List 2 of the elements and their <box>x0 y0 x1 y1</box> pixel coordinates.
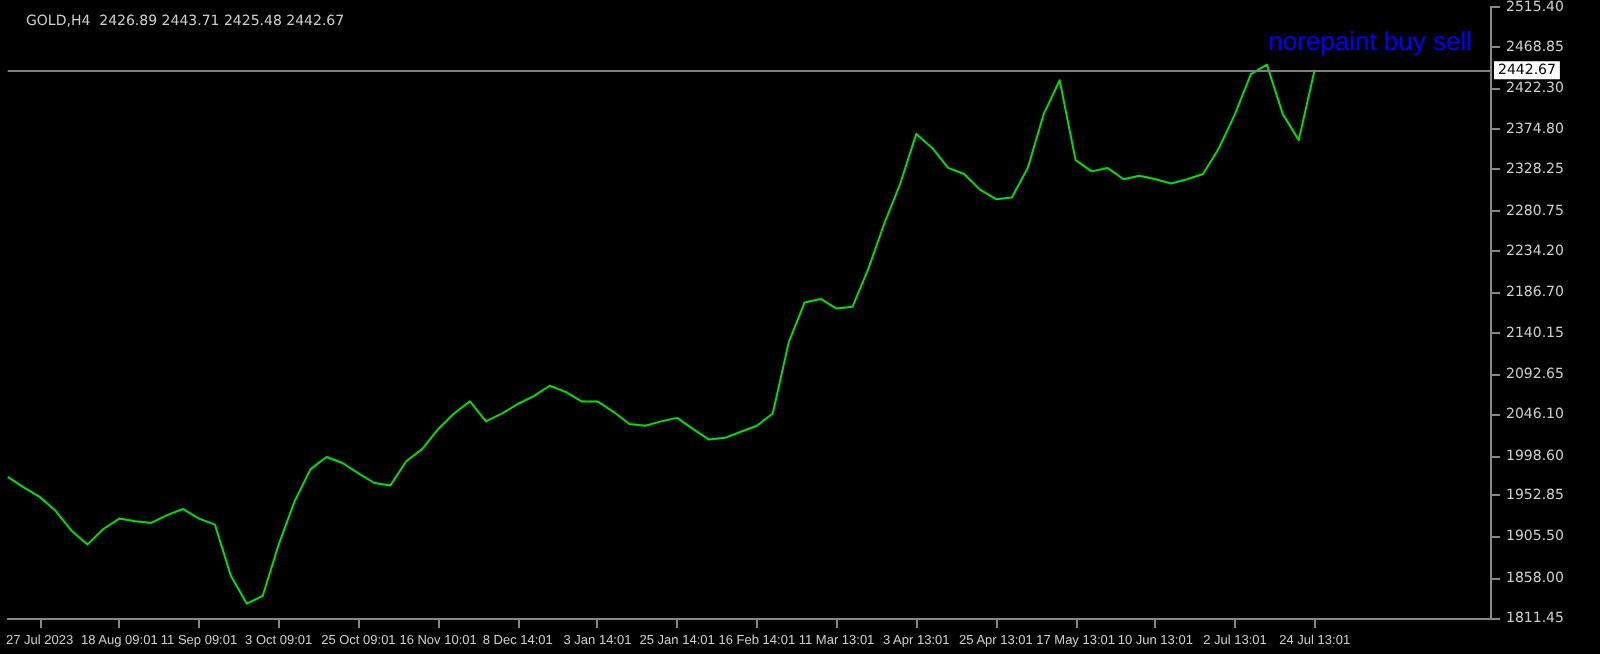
annotation: norepaint buy sell <box>1268 26 1473 56</box>
line-series <box>6 63 1316 605</box>
